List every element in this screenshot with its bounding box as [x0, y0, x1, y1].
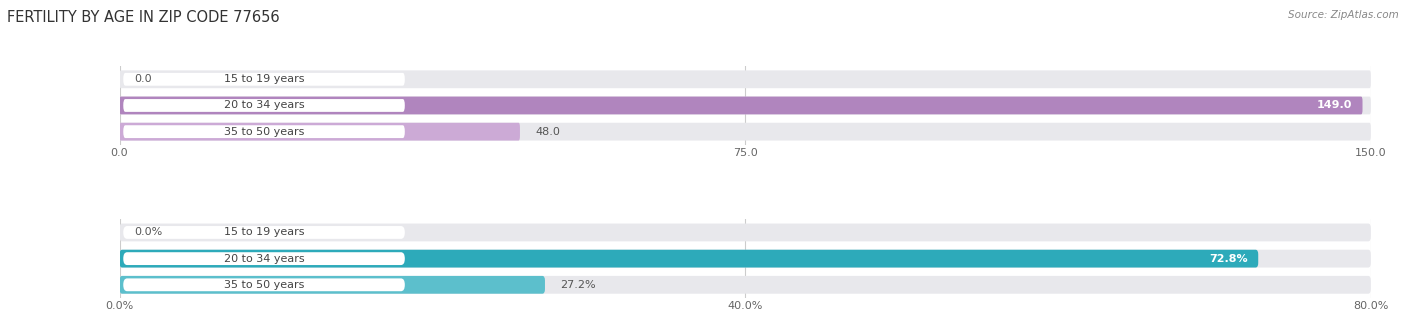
- Text: FERTILITY BY AGE IN ZIP CODE 77656: FERTILITY BY AGE IN ZIP CODE 77656: [7, 10, 280, 25]
- FancyBboxPatch shape: [120, 250, 1258, 267]
- FancyBboxPatch shape: [120, 71, 1371, 88]
- Text: 0.0: 0.0: [135, 74, 152, 84]
- Text: 20 to 34 years: 20 to 34 years: [224, 254, 304, 263]
- Text: 48.0: 48.0: [534, 127, 560, 137]
- Text: 20 to 34 years: 20 to 34 years: [224, 101, 304, 111]
- FancyBboxPatch shape: [124, 278, 405, 291]
- Text: 149.0: 149.0: [1317, 101, 1353, 111]
- Text: 15 to 19 years: 15 to 19 years: [224, 227, 304, 237]
- Text: 72.8%: 72.8%: [1209, 254, 1249, 263]
- FancyBboxPatch shape: [124, 99, 405, 112]
- FancyBboxPatch shape: [120, 250, 1371, 267]
- FancyBboxPatch shape: [124, 252, 405, 265]
- FancyBboxPatch shape: [124, 73, 405, 86]
- FancyBboxPatch shape: [124, 125, 405, 138]
- FancyBboxPatch shape: [120, 276, 546, 294]
- Text: Source: ZipAtlas.com: Source: ZipAtlas.com: [1288, 10, 1399, 20]
- Text: 27.2%: 27.2%: [560, 280, 596, 290]
- FancyBboxPatch shape: [124, 226, 405, 239]
- Text: 0.0%: 0.0%: [135, 227, 163, 237]
- FancyBboxPatch shape: [120, 123, 520, 141]
- FancyBboxPatch shape: [120, 123, 1371, 141]
- FancyBboxPatch shape: [120, 97, 1362, 115]
- FancyBboxPatch shape: [120, 223, 1371, 241]
- FancyBboxPatch shape: [120, 97, 1371, 115]
- Text: 35 to 50 years: 35 to 50 years: [224, 127, 304, 137]
- FancyBboxPatch shape: [120, 276, 1371, 294]
- Text: 35 to 50 years: 35 to 50 years: [224, 280, 304, 290]
- Text: 15 to 19 years: 15 to 19 years: [224, 74, 304, 84]
